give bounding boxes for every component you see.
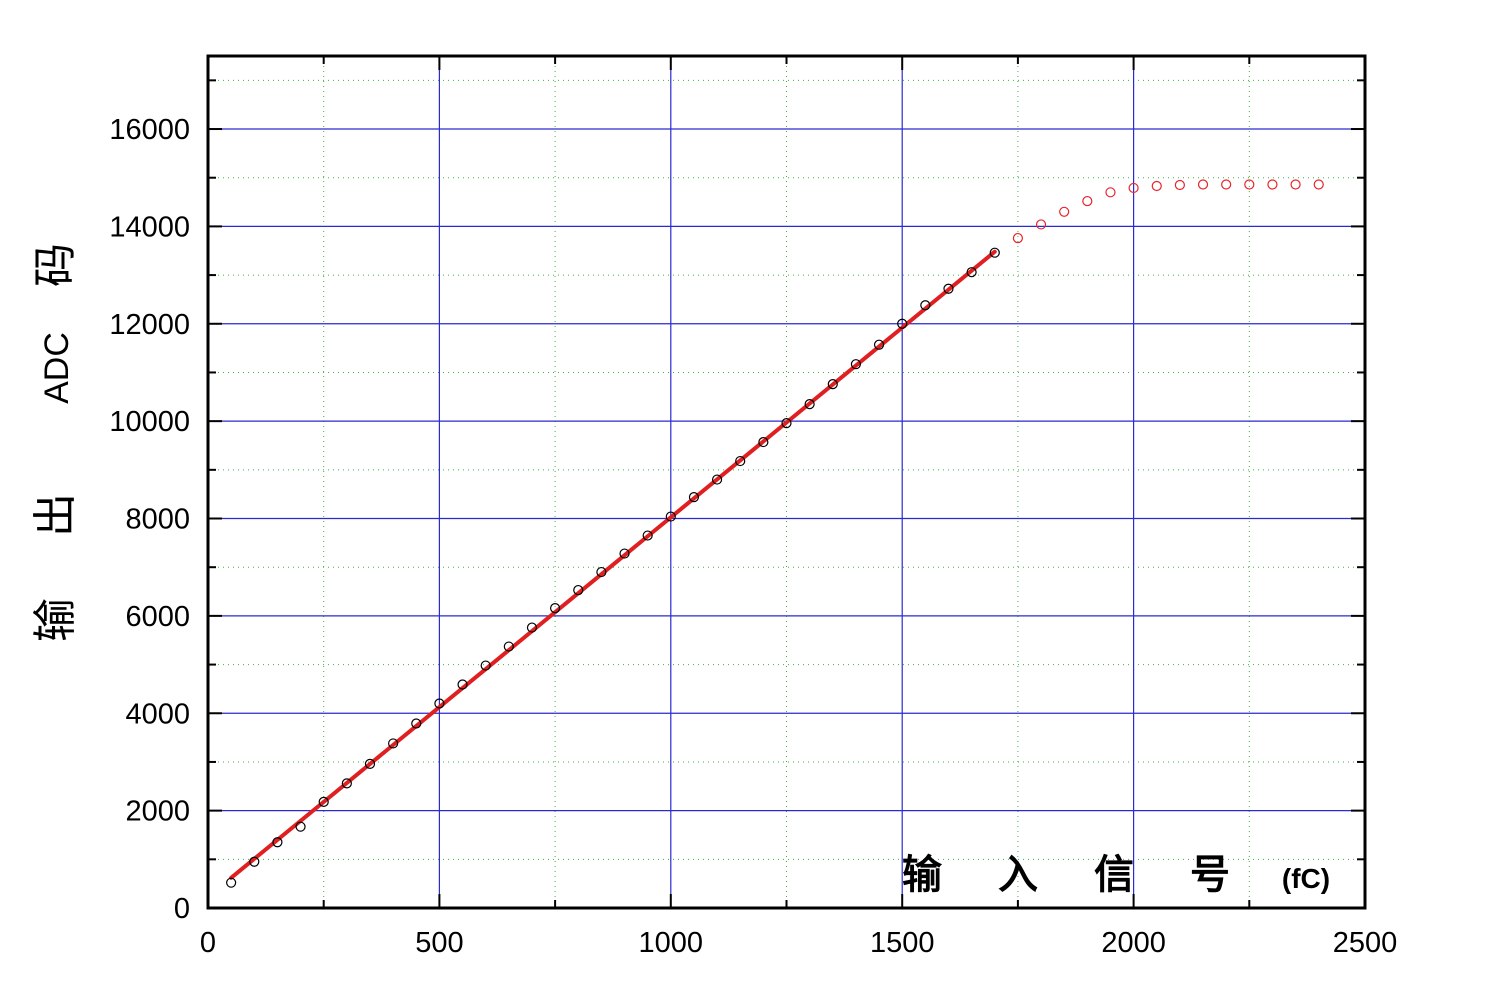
x-label-char-2: 入 [998, 852, 1038, 898]
data-point-linear [966, 267, 977, 278]
data-point-linear [897, 318, 908, 329]
x-tick-label: 1500 [870, 927, 935, 959]
data-point-saturation [1151, 180, 1162, 192]
x-label-char-3: 信 [1094, 852, 1134, 898]
data-point-linear [642, 530, 653, 541]
data-point-linear [295, 821, 306, 832]
data-point-linear [272, 837, 283, 848]
data-point-linear [943, 283, 954, 294]
data-point-linear [318, 796, 329, 807]
data-point-linear [619, 548, 630, 559]
data-point-linear [249, 856, 260, 867]
y-tick-label: 12000 [109, 309, 190, 341]
x-tick-label: 2000 [1101, 927, 1166, 959]
data-point-saturation [1012, 232, 1024, 244]
data-point-linear [804, 399, 815, 410]
x-tick-label: 500 [415, 927, 463, 959]
y-label-char-3: 码 [30, 243, 81, 287]
data-point-saturation [1290, 179, 1301, 190]
fit-line-group [229, 249, 997, 880]
data-point-linear [226, 877, 237, 888]
data-point-linear [735, 455, 746, 467]
x-tick-label: 1000 [639, 927, 704, 959]
x-axis-label: 输 入 信 号 (fC) [902, 852, 1330, 898]
y-tick-label: 14000 [109, 211, 190, 243]
x-tick-labels: 0 500 1000 1500 2000 2500 [200, 927, 1397, 959]
data-point-linear [480, 660, 491, 671]
data-points [226, 179, 1324, 888]
data-point-linear [781, 417, 792, 429]
data-point-linear [873, 339, 885, 350]
data-point-linear [411, 718, 422, 729]
y-tick-label: 2000 [125, 796, 190, 828]
data-point-linear [989, 247, 1000, 258]
x-tick-label: 0 [200, 927, 216, 959]
data-point-linear [549, 602, 561, 614]
y-label-char-1: 输 [30, 598, 81, 642]
data-point-saturation [1244, 179, 1255, 190]
y-tick-label: 4000 [125, 698, 190, 730]
x-label-char-4: 号 [1190, 852, 1230, 898]
data-point-saturation [1059, 206, 1070, 217]
x-label-unit: (fC) [1282, 863, 1330, 894]
x-label-char-1: 输 [902, 852, 943, 898]
data-point-linear [688, 491, 700, 503]
major-grid [208, 56, 1365, 908]
data-point-saturation [1082, 195, 1093, 207]
data-point-linear [457, 679, 468, 690]
y-tick-label: 6000 [125, 601, 190, 633]
data-point-saturation [1221, 179, 1232, 190]
y-label-abbr: ADC [38, 332, 76, 404]
data-point-linear [364, 758, 376, 769]
data-point-linear [526, 622, 538, 633]
y-tick-label: 10000 [109, 406, 190, 438]
data-point-linear [341, 778, 352, 789]
data-point-linear [573, 584, 584, 596]
y-axis-label: 输 出 ADC 码 [30, 243, 81, 642]
data-point-linear [850, 359, 862, 370]
x-tick-label: 2500 [1333, 927, 1398, 959]
y-label-char-2: 出 [30, 493, 81, 537]
data-point-saturation [1128, 182, 1139, 194]
data-point-linear [388, 738, 399, 749]
data-point-linear [503, 641, 514, 652]
y-tick-label: 16000 [109, 114, 190, 146]
y-tick-label: 8000 [125, 504, 190, 536]
data-point-linear [596, 566, 607, 578]
y-tick-label: 0 [174, 893, 190, 925]
data-point-linear [758, 436, 769, 448]
y-tick-labels: 0 2000 4000 6000 8000 10000 12000 14000 16000 [109, 114, 190, 925]
data-point-linear [827, 379, 838, 390]
fit-line [229, 249, 997, 880]
data-point-saturation [1105, 187, 1116, 198]
data-point-saturation [1174, 179, 1185, 191]
data-point-linear [711, 474, 723, 485]
data-point-saturation [1313, 179, 1324, 190]
data-point-linear [434, 698, 445, 709]
data-point-linear [920, 300, 931, 311]
data-point-linear [665, 511, 676, 522]
data-point-saturation [1197, 179, 1209, 190]
data-point-saturation [1035, 219, 1047, 230]
data-point-saturation [1267, 179, 1278, 190]
plot-frame [206, 54, 1367, 910]
minor-grid [208, 56, 1365, 908]
